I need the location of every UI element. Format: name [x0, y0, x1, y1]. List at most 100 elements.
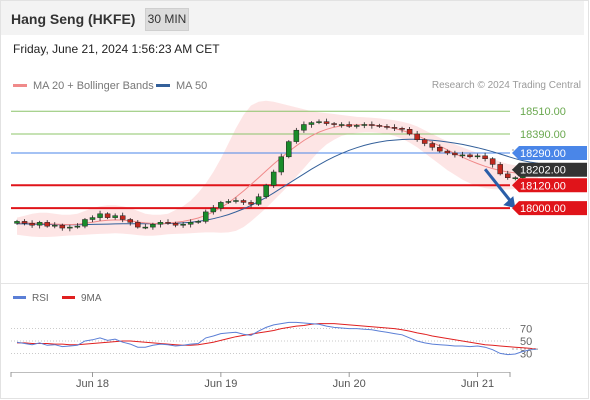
candle-body [52, 224, 58, 227]
candles-group [14, 118, 541, 232]
candle-body [286, 141, 292, 158]
candle-body [263, 185, 269, 197]
candle-body [482, 155, 488, 159]
candle-body [369, 124, 375, 126]
candle-body [21, 221, 28, 224]
level-label-18000: 18000.00 [520, 203, 566, 215]
candle-body [36, 222, 43, 226]
ma50-line [16, 138, 538, 226]
candle-body [384, 126, 390, 128]
candle-body [399, 128, 405, 130]
candle-body [421, 139, 428, 144]
candle-body [210, 207, 217, 213]
chart-header: Hang Seng (HKFE) 30 MIN [1, 1, 584, 35]
candle-body [44, 222, 50, 227]
candle-body [67, 226, 73, 229]
candle-body [142, 226, 149, 229]
level-label-18202: 18202.00 [520, 165, 566, 177]
candle-body [82, 219, 88, 227]
candle-body [512, 177, 519, 179]
legend-ma20-label: MA 20 + Bollinger Bands [33, 80, 154, 92]
instrument-name: Hang Seng (HKFE) [11, 11, 136, 27]
candle-body [172, 223, 179, 226]
legend-rsi-ma-label: 9MA [81, 293, 102, 304]
forecast-arrow-head [503, 196, 516, 209]
candle-body [97, 213, 103, 218]
bollinger-band [17, 100, 538, 237]
candle-body [308, 122, 315, 125]
legend-rsi: RSI [13, 293, 49, 304]
timeframe-button[interactable]: 30 MIN [145, 8, 189, 31]
ma20-swatch [13, 83, 27, 87]
forecast-arrow-line [483, 168, 513, 204]
ma20-line [16, 124, 538, 226]
rsi-swatch [13, 295, 26, 299]
x-tick-label: Jun 18 [76, 378, 109, 390]
x-tick-label: Jun 21 [461, 378, 494, 390]
level-tag-18000 [512, 201, 587, 216]
candle-body [89, 217, 96, 220]
candle-body [104, 213, 111, 218]
candle-body [74, 225, 81, 228]
candle-body [135, 222, 141, 228]
candle-body [414, 133, 420, 140]
rsi-line [16, 321, 538, 356]
candle-body [127, 219, 133, 223]
candle-body [489, 158, 496, 165]
candle-body [331, 123, 337, 125]
candle-body [195, 221, 201, 223]
candle-body [225, 201, 232, 203]
level-label-18290: 18290.00 [520, 148, 566, 160]
candle-body [187, 222, 194, 225]
candle-body [233, 200, 239, 202]
candle-body [270, 171, 277, 186]
x-tick-label: Jun 19 [204, 378, 237, 390]
level-label-18390: 18390.00 [520, 129, 566, 141]
rsi-tick-50: 50 [520, 336, 532, 348]
candle-body [505, 173, 511, 178]
candle-body [346, 124, 352, 127]
legend-rsi-label: RSI [32, 293, 49, 304]
candle-body [255, 196, 262, 205]
rsi-ma-swatch [62, 295, 75, 299]
candle-body [323, 121, 330, 124]
candle-body [467, 154, 473, 158]
level-tag-18290 [512, 146, 587, 160]
legend-ma50: MA 50 [156, 80, 207, 92]
candle-body [376, 125, 383, 127]
candle-body [429, 143, 435, 148]
candle-body [150, 224, 156, 228]
candle-body [338, 124, 345, 126]
candle-body [248, 202, 254, 205]
candle-body [391, 127, 398, 129]
candle-body [278, 156, 284, 173]
legend-ma50-label: MA 50 [176, 80, 208, 92]
candle-body [459, 154, 466, 157]
candle-body [14, 221, 20, 224]
datetime-label: Friday, June 21, 2024 1:56:23 AM CET [13, 42, 220, 56]
candle-body [452, 152, 458, 156]
level-tag-18120 [512, 178, 587, 193]
candle-body [444, 150, 451, 154]
candle-body [59, 224, 66, 229]
candle-body [157, 222, 164, 225]
candle-body [474, 155, 481, 158]
candle-body [437, 147, 443, 152]
copyright-label: Research © 2024 Trading Central [431, 80, 581, 91]
candle-body [361, 124, 368, 126]
candle-body [203, 211, 209, 222]
candle-body [240, 200, 247, 203]
candle-body [354, 125, 360, 127]
level-label-18120: 18120.00 [520, 180, 566, 192]
candle-body [316, 121, 322, 123]
legend-ma20: MA 20 + Bollinger Bands [13, 80, 154, 92]
candle-body [293, 129, 300, 142]
candle-body [301, 124, 307, 131]
candle-body [406, 129, 413, 135]
candle-body [180, 224, 186, 226]
candle-body [497, 164, 503, 175]
rsi-tick-70: 70 [520, 324, 532, 336]
ma50-swatch [156, 83, 170, 87]
